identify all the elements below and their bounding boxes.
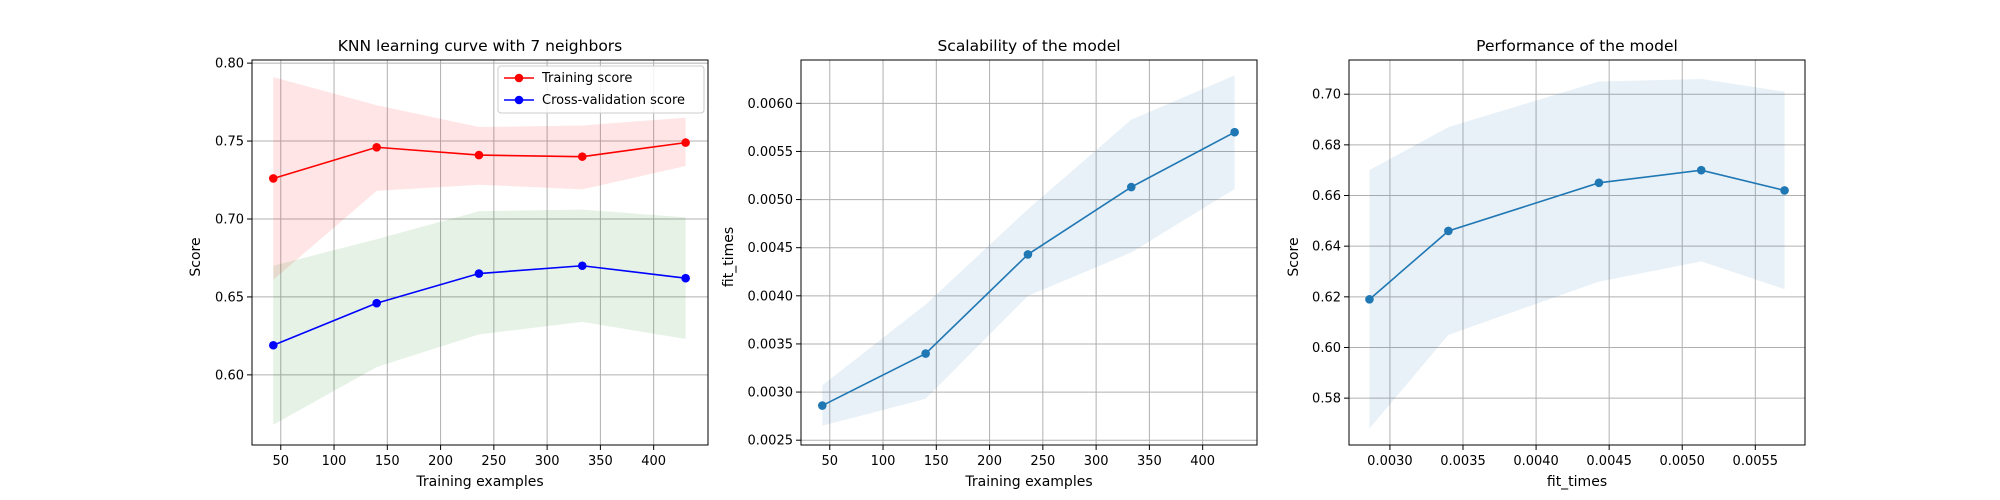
y-tick-label: 0.60 bbox=[215, 368, 244, 383]
data-point bbox=[474, 269, 484, 278]
data-point bbox=[921, 349, 930, 358]
x-axis-label: fit_times bbox=[1547, 474, 1607, 490]
confidence-band bbox=[273, 77, 686, 280]
y-tick-label: 0.0025 bbox=[748, 434, 794, 449]
plot-area: 50 100 150 200 250 300 350 400 0.0025 0.0030 0.003… bbox=[748, 59, 1258, 469]
y-tick-label: 0.0060 bbox=[748, 97, 794, 112]
data-point bbox=[372, 142, 381, 152]
y-tick-label: 0.58 bbox=[1312, 392, 1341, 407]
x-tick-label: 200 bbox=[977, 454, 1002, 469]
x-tick-label: 100 bbox=[871, 454, 896, 469]
chart-learning-curve: KNN learning curve with 7 neighbors Trai… bbox=[188, 37, 709, 490]
y-tick-label: 0.0045 bbox=[748, 241, 794, 256]
y-tick-label: 0.64 bbox=[1312, 240, 1341, 255]
data-point bbox=[577, 152, 587, 161]
axes-frame bbox=[800, 59, 1258, 446]
plot-area: 0.0030 0.0035 0.0040 0.0045 0.0050 0.0055 0.58… bbox=[1312, 59, 1806, 469]
data-point bbox=[681, 273, 690, 283]
legend-frame bbox=[497, 65, 705, 114]
x-tick-label: 50 bbox=[272, 454, 289, 469]
x-tick-label: 250 bbox=[1030, 454, 1055, 469]
x-tick-label: 350 bbox=[1137, 454, 1162, 469]
chart-title: Performance of the model bbox=[1476, 37, 1678, 55]
x-axis-label: Training examples bbox=[964, 474, 1092, 490]
axes-frame bbox=[251, 59, 709, 446]
data-point bbox=[269, 340, 278, 350]
x-tick-label: 400 bbox=[1190, 454, 1215, 469]
data-point bbox=[1444, 226, 1453, 236]
x-tick-label: 400 bbox=[641, 454, 666, 469]
x-tick-label: 300 bbox=[1084, 454, 1109, 469]
x-tick-label: 150 bbox=[375, 454, 400, 469]
y-tick-label: 0.66 bbox=[1312, 189, 1341, 204]
y-tick-label: 0.65 bbox=[215, 290, 244, 305]
x-tick-label: 350 bbox=[588, 454, 613, 469]
x-tick-label: 0.0055 bbox=[1733, 454, 1779, 469]
x-axis-label: Training examples bbox=[415, 474, 543, 490]
y-tick-label: 0.0035 bbox=[748, 337, 794, 352]
x-tick-label: 0.0035 bbox=[1440, 454, 1486, 469]
y-tick-label: 0.0050 bbox=[748, 193, 794, 208]
legend-label-training: Training score bbox=[541, 71, 632, 86]
y-tick-label: 0.75 bbox=[215, 135, 244, 150]
legend-marker-training bbox=[514, 73, 524, 83]
legend: Training score Cross-validation score bbox=[497, 65, 705, 114]
plot-area: 50 100 150 200 250 300 350 400 0.60 0.65 0.70 0.75 0… bbox=[215, 57, 709, 469]
x-tick-label: 300 bbox=[535, 454, 560, 469]
data-point bbox=[474, 150, 484, 160]
data-point bbox=[1126, 182, 1136, 192]
x-tick-label: 200 bbox=[428, 454, 453, 469]
y-tick-label: 0.70 bbox=[215, 212, 244, 227]
data-point bbox=[818, 401, 827, 410]
y-tick-label: 0.70 bbox=[1312, 88, 1341, 103]
data-point bbox=[577, 261, 587, 271]
data-point bbox=[1780, 186, 1789, 195]
y-tick-label: 0.0040 bbox=[748, 289, 794, 304]
y-axis-label: Score bbox=[1286, 237, 1302, 276]
axes-frame bbox=[1348, 59, 1806, 446]
data-point bbox=[1365, 295, 1374, 304]
y-tick-label: 0.62 bbox=[1312, 290, 1341, 305]
data-point bbox=[1230, 127, 1239, 137]
data-point bbox=[1696, 165, 1706, 175]
x-tick-label: 150 bbox=[924, 454, 949, 469]
x-tick-label: 0.0050 bbox=[1659, 454, 1705, 469]
legend-marker-cv bbox=[514, 95, 524, 105]
data-point bbox=[681, 138, 690, 147]
data-point bbox=[1594, 178, 1604, 188]
x-tick-label: 0.0040 bbox=[1513, 454, 1559, 469]
chart-scalability: Scalability of the model Training exampl… bbox=[721, 37, 1258, 490]
x-tick-label: 50 bbox=[821, 454, 838, 469]
y-tick-label: 0.0055 bbox=[748, 145, 794, 160]
data-point bbox=[372, 298, 381, 308]
x-tick-label: 100 bbox=[322, 454, 347, 469]
chart-performance: Performance of the model fit_times Score… bbox=[1286, 37, 1806, 490]
y-tick-label: 0.0030 bbox=[748, 386, 794, 401]
legend-label-cv: Cross-validation score bbox=[542, 93, 685, 108]
y-tick-label: 0.80 bbox=[215, 57, 244, 72]
chart-title: Scalability of the model bbox=[937, 37, 1120, 55]
data-point bbox=[269, 174, 278, 183]
x-tick-label: 0.0030 bbox=[1367, 454, 1413, 469]
x-tick-label: 250 bbox=[481, 454, 506, 469]
x-tick-label: 0.0045 bbox=[1586, 454, 1632, 469]
data-point bbox=[1023, 250, 1033, 259]
y-axis-label: Score bbox=[188, 237, 204, 276]
y-axis-label: fit_times bbox=[721, 227, 737, 287]
chart-title: KNN learning curve with 7 neighbors bbox=[338, 37, 623, 55]
y-tick-label: 0.68 bbox=[1312, 138, 1341, 153]
y-tick-label: 0.60 bbox=[1312, 341, 1341, 356]
confidence-band bbox=[1369, 78, 1785, 429]
